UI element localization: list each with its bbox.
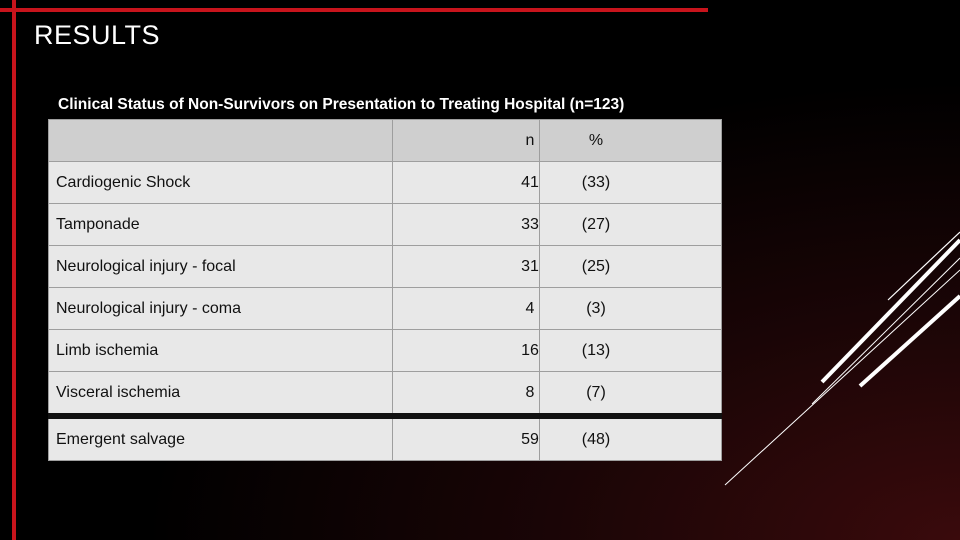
results-table: n % Cardiogenic Shock 41 (33) Tamponade … [48, 119, 722, 461]
row-pct-cell: (7) [539, 371, 722, 419]
row-n-cell: 8 [392, 371, 540, 419]
row-n-cell: 16 [392, 329, 540, 372]
top-accent-line [0, 8, 708, 12]
row-pct-cell: (3) [539, 287, 722, 330]
table-row: Emergent salvage 59 (48) [48, 415, 722, 461]
header-pct: % [588, 131, 604, 149]
row-pct: (33) [581, 173, 611, 191]
table-row: Cardiogenic Shock 41 (33) [48, 161, 722, 204]
row-label: Cardiogenic Shock [48, 161, 393, 204]
table-row: Neurological injury - focal 31 (25) [48, 245, 722, 288]
row-pct-cell: (48) [539, 415, 722, 461]
header-n: n [525, 131, 535, 149]
row-label: Tamponade [48, 203, 393, 246]
header-n-cell: n [392, 119, 540, 162]
row-n: 33 [521, 215, 539, 233]
row-n-cell: 4 [392, 287, 540, 330]
row-pct: (48) [581, 430, 611, 448]
table-caption: Clinical Status of Non-Survivors on Pres… [58, 96, 625, 113]
slide-title: RESULTS [34, 20, 161, 50]
row-n: 8 [525, 383, 535, 401]
row-pct-cell: (25) [539, 245, 722, 288]
row-pct: (13) [581, 341, 611, 359]
row-pct: (3) [586, 299, 606, 317]
row-label: Neurological injury - coma [48, 287, 393, 330]
header-label-cell [48, 119, 393, 162]
row-label: Emergent salvage [48, 415, 393, 461]
table-row: Tamponade 33 (27) [48, 203, 722, 246]
row-n-cell: 59 [392, 415, 540, 461]
table-row: Visceral ischemia 8 (7) [48, 371, 722, 419]
row-n: 59 [521, 430, 539, 448]
row-label: Neurological injury - focal [48, 245, 393, 288]
row-label: Limb ischemia [48, 329, 393, 372]
row-pct: (7) [586, 383, 606, 401]
row-n-cell: 31 [392, 245, 540, 288]
table-row: Neurological injury - coma 4 (3) [48, 287, 722, 330]
row-n: 41 [521, 173, 539, 191]
row-n: 16 [521, 341, 539, 359]
row-n-cell: 41 [392, 161, 540, 204]
row-n-cell: 33 [392, 203, 540, 246]
row-pct-cell: (27) [539, 203, 722, 246]
row-n: 4 [525, 299, 535, 317]
table-row: Limb ischemia 16 (13) [48, 329, 722, 372]
row-label: Visceral ischemia [48, 371, 393, 419]
row-pct: (27) [581, 215, 611, 233]
header-pct-cell: % [539, 119, 722, 162]
row-n: 31 [521, 257, 539, 275]
left-accent-line [12, 0, 16, 540]
row-pct: (25) [581, 257, 611, 275]
row-pct-cell: (13) [539, 329, 722, 372]
row-pct-cell: (33) [539, 161, 722, 204]
table-header-row: n % [48, 119, 722, 162]
